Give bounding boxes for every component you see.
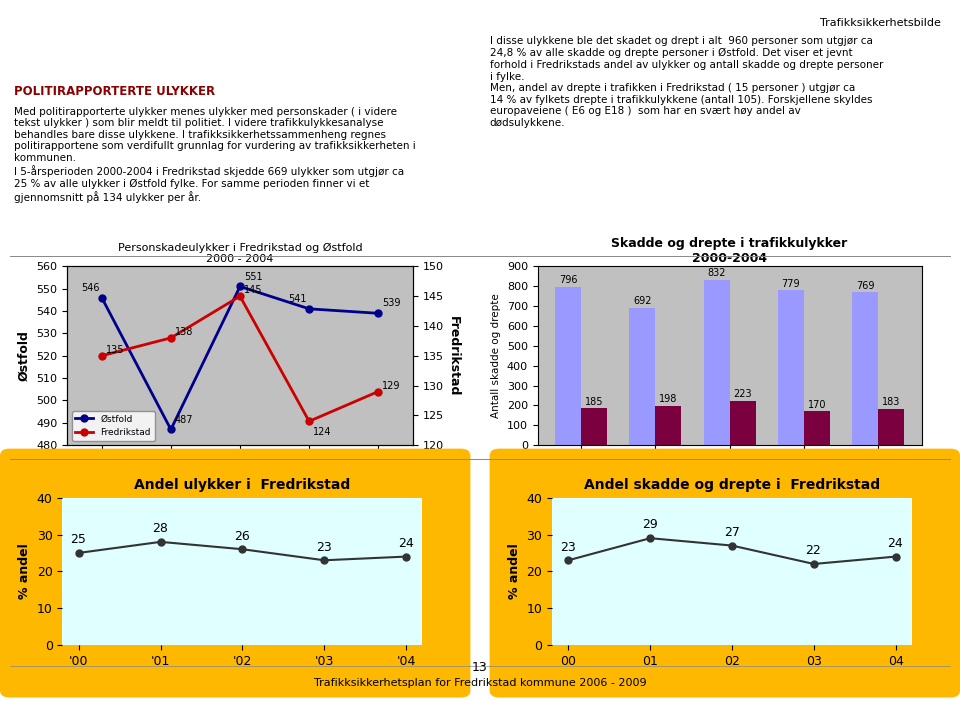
Text: 692: 692 [633, 296, 652, 306]
Text: 135: 135 [106, 345, 125, 355]
Bar [778, 290, 804, 445]
Y-axis label: Østfold: Østfold [17, 330, 31, 381]
Text: 29: 29 [642, 519, 658, 531]
Text: 124: 124 [313, 427, 332, 437]
Text: 541: 541 [288, 294, 307, 304]
Title: Andel skadde og drepte i  Fredrikstad: Andel skadde og drepte i Fredrikstad [584, 478, 880, 492]
Bar [581, 409, 607, 445]
Title: Andel ulykker i  Fredrikstad: Andel ulykker i Fredrikstad [134, 478, 350, 492]
Bar [852, 292, 878, 445]
Text: 832: 832 [708, 268, 726, 278]
Text: 487: 487 [175, 414, 194, 425]
Text: 28: 28 [153, 522, 168, 535]
Text: 185: 185 [585, 397, 603, 407]
Title: Personskadeulykker i Fredrikstad og Østfold
2000 - 2004: Personskadeulykker i Fredrikstad og Østf… [118, 243, 362, 264]
Text: 26: 26 [234, 529, 250, 543]
Text: 24: 24 [397, 537, 414, 550]
Text: 129: 129 [382, 381, 401, 390]
Text: 769: 769 [856, 281, 875, 291]
Text: 551: 551 [244, 271, 263, 282]
Text: I disse ulykkene ble det skadet og drept i alt  960 personer som utgjør ca
24,8 : I disse ulykkene ble det skadet og drept… [490, 36, 883, 128]
Text: 22: 22 [805, 544, 821, 557]
Text: 170: 170 [807, 400, 827, 410]
Bar [730, 401, 756, 445]
Legend: Østfold, Fredrikstad: Østfold, Fredrikstad [72, 411, 155, 441]
Bar [704, 280, 730, 445]
Text: 24: 24 [887, 537, 903, 550]
Y-axis label: Fredrikstad: Fredrikstad [447, 315, 460, 396]
Text: 779: 779 [781, 279, 801, 289]
Text: 223: 223 [733, 389, 752, 400]
Text: 145: 145 [244, 285, 263, 295]
Y-axis label: Antall skadde og drepte: Antall skadde og drepte [492, 294, 501, 418]
Title: Skadde og drepte i trafikkulykker
2000-2004: Skadde og drepte i trafikkulykker 2000-2… [612, 237, 848, 265]
Text: 796: 796 [559, 275, 577, 285]
Text: 198: 198 [660, 394, 678, 404]
Y-axis label: % andel: % andel [18, 543, 32, 599]
Bar [656, 406, 682, 445]
Text: 539: 539 [382, 299, 401, 308]
Y-axis label: % andel: % andel [508, 543, 521, 599]
Text: 27: 27 [724, 526, 739, 539]
Legend: Østfold, Fredrikstad: Østfold, Fredrikstad [632, 453, 828, 472]
Text: Trafikksikkerhetsplan for Fredrikstad kommune 2006 - 2009: Trafikksikkerhetsplan for Fredrikstad ko… [314, 679, 646, 688]
Text: 183: 183 [882, 397, 900, 407]
Bar [878, 409, 904, 445]
Text: 138: 138 [175, 327, 193, 337]
Bar [804, 411, 829, 445]
Text: 23: 23 [316, 540, 331, 554]
Text: Med politirapporterte ulykker menes ulykker med personskader ( i videre
tekst ul: Med politirapporterte ulykker menes ulyk… [14, 107, 416, 203]
Text: 25: 25 [70, 533, 86, 546]
Bar [630, 308, 656, 445]
Text: POLITIRAPPORTERTE ULYKKER: POLITIRAPPORTERTE ULYKKER [14, 86, 215, 98]
Text: 546: 546 [81, 283, 100, 293]
Text: Trafikksikkerhetsbilde: Trafikksikkerhetsbilde [820, 18, 941, 27]
Bar [555, 287, 581, 445]
Text: 13: 13 [472, 661, 488, 674]
Text: 23: 23 [560, 540, 576, 554]
